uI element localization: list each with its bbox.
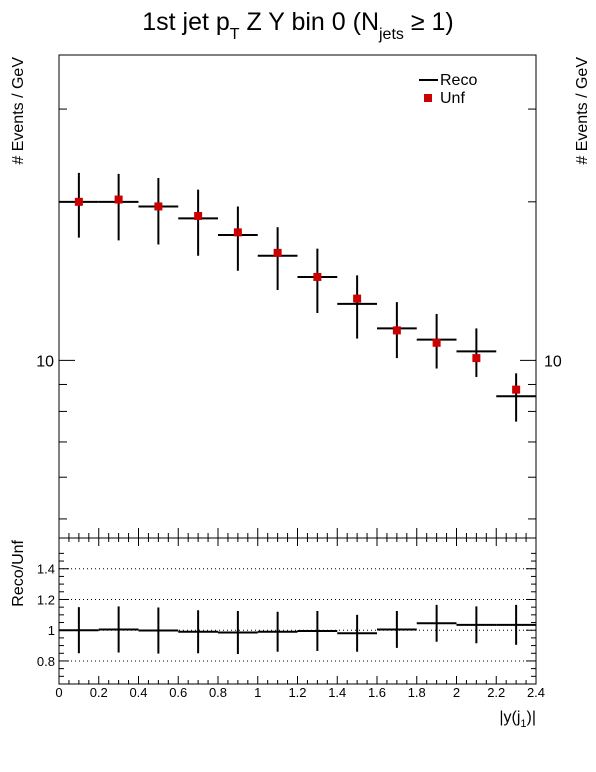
x-label-end: )| <box>527 709 536 726</box>
unf-point <box>472 354 481 363</box>
x-tick-label: 1.2 <box>288 685 306 700</box>
legend-unf-marker <box>424 94 432 102</box>
x-tick-label: 1 <box>254 685 261 700</box>
upper-frame <box>58 54 537 539</box>
ratio-y-tick-label: 0.8 <box>37 654 55 669</box>
title-sub2: jets <box>378 26 404 43</box>
x-tick-label: 0.2 <box>90 685 108 700</box>
title-main: 1st jet p <box>142 8 230 36</box>
unf-point <box>233 228 242 237</box>
upper-axis-ticks: 10 10 <box>36 108 562 538</box>
x-tick-label: 0 <box>55 685 62 700</box>
ratio-y-label: Reco/Unf <box>10 539 27 606</box>
unf-point <box>313 272 322 281</box>
x-tick-label: 0.4 <box>129 685 147 700</box>
ratio-y-tick-label: 1.4 <box>37 562 55 577</box>
lower-axis-ticks: 0 0.2 0.4 0.6 0.8 1 1.2 1.4 1.6 1.8 2 2.2 2.4 0.8 1 1.2… <box>37 538 545 700</box>
y-axis-label-right: # Events / GeV <box>574 57 591 165</box>
unf-point <box>194 211 203 220</box>
legend: Reco Unf <box>419 72 477 107</box>
ratio-series <box>59 604 536 655</box>
x-tick-label: 0.8 <box>209 685 227 700</box>
unf-point <box>74 197 83 206</box>
ratio-y-tick-label: 1 <box>48 623 55 638</box>
x-tick-label: 1.4 <box>328 685 346 700</box>
x-label-sub: 1 <box>520 718 526 730</box>
x-tick-label: 2.4 <box>527 685 545 700</box>
unf-point <box>114 195 123 204</box>
x-tick-label: 2.2 <box>487 685 505 700</box>
legend-reco-label: Reco <box>440 72 477 89</box>
unf-point <box>392 326 401 335</box>
lower-frame <box>58 537 537 685</box>
chart-title: 1st jet pT Z Y bin 0 (Njets ≥ 1) <box>142 8 454 43</box>
x-tick-label: 1.8 <box>408 685 426 700</box>
ratio-y-tick-label: 1.2 <box>37 592 55 607</box>
x-axis-label: |y(j1)| <box>499 709 536 730</box>
title-rest: Z Y bin 0 (N <box>240 8 379 36</box>
unf-point <box>273 248 282 257</box>
upper-y-tick-label: 10 <box>36 353 54 370</box>
x-label-main: |y(j <box>499 709 520 726</box>
x-tick-label: 0.6 <box>169 685 187 700</box>
unf-point <box>353 294 362 303</box>
y-axis-label: # Events / GeV <box>10 57 27 165</box>
ratio-grid <box>59 568 536 662</box>
reco-series <box>59 172 536 422</box>
legend-unf-label: Unf <box>440 90 465 107</box>
x-tick-label: 1.6 <box>368 685 386 700</box>
x-tick-label: 2 <box>453 685 460 700</box>
title-sub: T <box>230 26 240 43</box>
upper-y-tick-label-right: 10 <box>544 353 562 370</box>
title-end: ≥ 1) <box>404 8 454 36</box>
unf-point <box>512 385 521 394</box>
unf-point <box>432 338 441 347</box>
unf-point <box>154 202 163 211</box>
unf-series <box>74 195 521 394</box>
